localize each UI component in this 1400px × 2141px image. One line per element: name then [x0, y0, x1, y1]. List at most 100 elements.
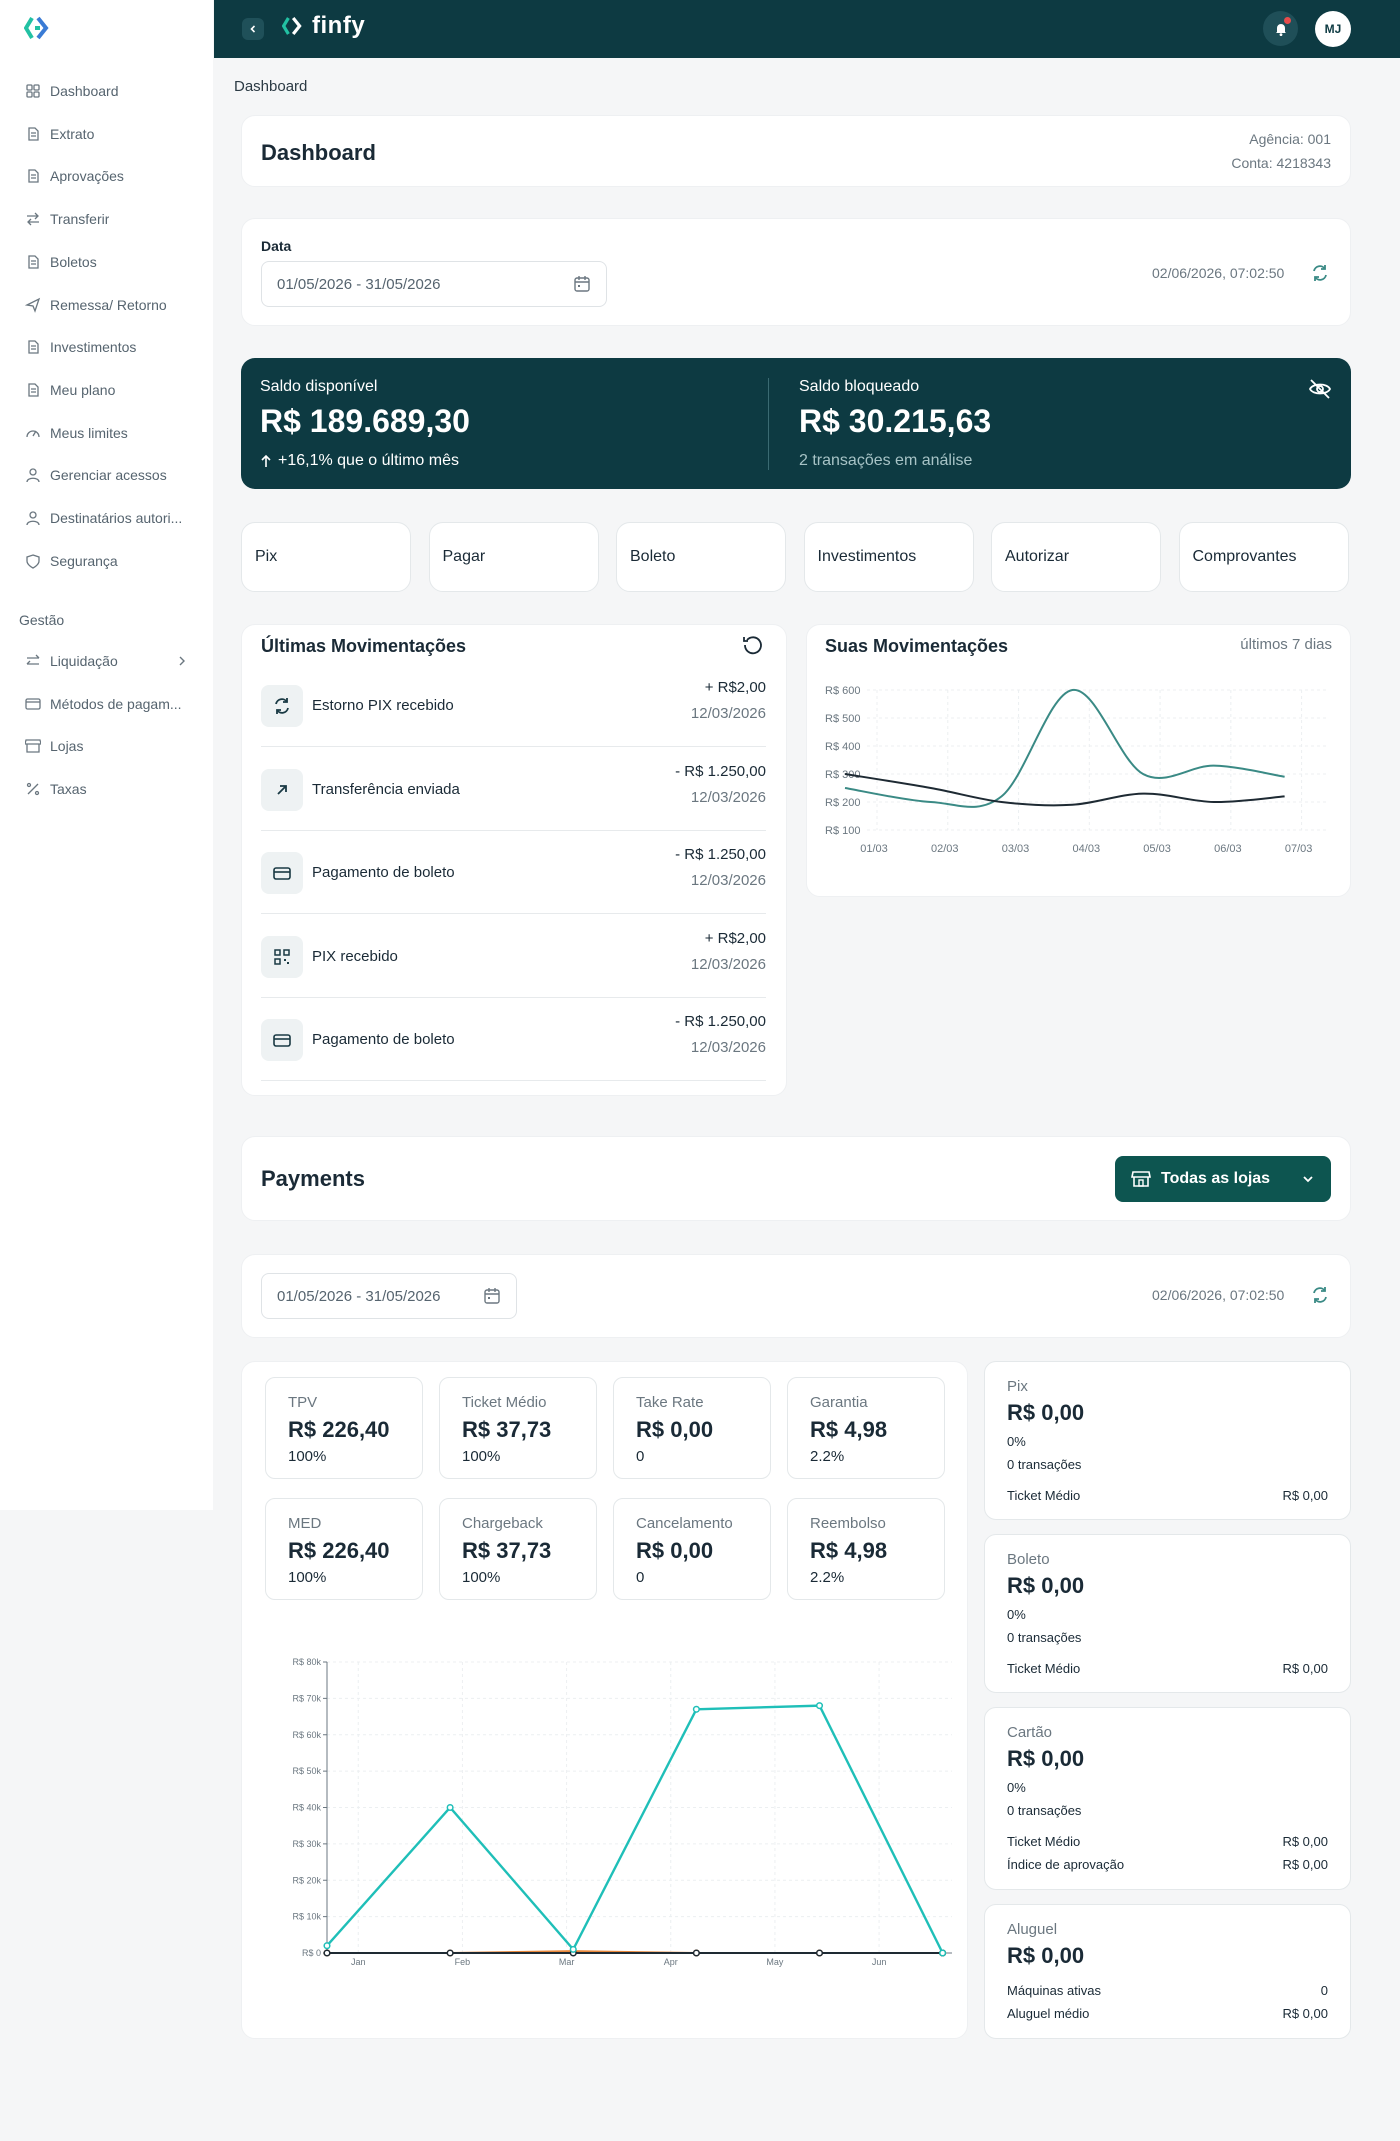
movement-row[interactable]: PIX recebido + R$2,00 12/03/2026: [261, 916, 766, 998]
x-tick-label: 01/03: [860, 843, 888, 855]
sidebar-item-boletos[interactable]: Boletos: [25, 251, 205, 273]
payments-metrics-card: TPV R$ 226,40 100% Ticket Médio R$ 37,73 100%…: [241, 1361, 968, 2039]
metric-label: Reembolso: [810, 1515, 886, 1532]
available-balance-trend-text: +16,1% que o último mês: [278, 452, 459, 469]
quick-action-boleto[interactable]: Boleto: [616, 522, 786, 592]
movement-row[interactable]: Pagamento de boleto - R$ 1.250,00 12/03/20…: [261, 999, 766, 1081]
refresh-icon[interactable]: [1310, 1285, 1330, 1305]
sidebar-item-investimentos[interactable]: Investimentos: [25, 336, 205, 358]
sidebar-item-remessa-retorno[interactable]: Remessa/ Retorno: [25, 294, 205, 316]
refresh-icon[interactable]: [1310, 263, 1330, 283]
your-movements-period: últimos 7 dias: [1240, 636, 1332, 653]
y-tick-label: R$ 200: [825, 797, 860, 809]
eye-off-icon[interactable]: [1308, 377, 1332, 401]
series-line-cartão: [326, 1704, 944, 1954]
movement-row[interactable]: Pagamento de boleto - R$ 1.250,00 12/03/20…: [261, 832, 766, 914]
quick-action-comprovantes[interactable]: Comprovantes: [1178, 522, 1349, 592]
reload-icon[interactable]: [742, 634, 764, 656]
boleto-ticket-value: R$ 0,00: [1282, 1661, 1328, 1676]
sidebar-item-lojas[interactable]: Lojas: [25, 735, 205, 757]
metric-value: R$ 0,00: [636, 1417, 714, 1442]
movement-date: 12/03/2026: [690, 788, 766, 806]
metric-sub: 100%: [462, 1569, 501, 1586]
movement-row[interactable]: Transferência enviada - R$ 1.250,00 12/03/…: [261, 749, 766, 831]
metric-label: Garantia: [810, 1394, 868, 1411]
metric-sub: 100%: [288, 1448, 327, 1465]
sidebar-item-destinatários-autori[interactable]: Destinatários autori...: [25, 507, 205, 529]
metric-value: R$ 4,98: [810, 1417, 888, 1442]
y-tick-label: R$ 400: [825, 741, 860, 753]
pix-ticket-label: Ticket Médio: [1007, 1488, 1081, 1503]
y-tick-label: R$ 50k: [292, 1766, 321, 1776]
calendar-icon: [484, 1288, 500, 1304]
sidebar-item-label: Liquidação: [50, 653, 118, 669]
x-tick-label: 03/03: [1002, 843, 1030, 855]
sidebar-item-transferir[interactable]: Transferir: [25, 208, 205, 230]
boleto-card-value: R$ 0,00: [1007, 1573, 1085, 1598]
dashboard-icon: [26, 84, 40, 98]
sidebar-item-meus-limites[interactable]: Meus limites: [25, 422, 205, 444]
sidebar-item-extrato[interactable]: Extrato: [25, 123, 205, 145]
conta-text: Conta: 4218343: [1231, 155, 1331, 171]
sidebar-item-label: Meu plano: [50, 381, 116, 398]
pix-card-tx: 0 transações: [1007, 1457, 1082, 1472]
sidebar-item-métodos-de-pagam[interactable]: Métodos de pagam...: [25, 693, 205, 715]
date-range-input[interactable]: 01/05/2026 - 31/05/2026: [261, 261, 607, 307]
breadcrumb[interactable]: Dashboard: [234, 78, 308, 95]
metric-sub: 100%: [288, 1569, 327, 1586]
sidebar-item-aprovações[interactable]: Aprovações: [25, 165, 205, 187]
collapse-sidebar-button[interactable]: [242, 18, 264, 40]
data-point: [569, 1945, 577, 1953]
your-movements-chart: R$ 100 R$ 200 R$ 300 R$ 400 R$ 500 R$ 600 01/0…: [825, 685, 1327, 855]
metric-card-garantia: Garantia R$ 4,98 2.2%: [787, 1377, 945, 1479]
sidebar-item-meu-plano[interactable]: Meu plano: [25, 379, 205, 401]
bell-icon: [1275, 23, 1286, 36]
movement-icon-box: [261, 852, 303, 894]
document-icon: [28, 169, 39, 184]
y-tick-label: R$ 60k: [292, 1730, 321, 1740]
date-filter-card: Data 01/05/2026 - 31/05/2026 02/06/2026,…: [241, 218, 1351, 326]
x-tick-label: 05/03: [1143, 843, 1171, 855]
movement-row[interactable]: Estorno PIX recebido + R$2,00 12/03/2026: [261, 665, 766, 747]
sidebar-item-gerenciar-acessos[interactable]: Gerenciar acessos: [25, 464, 205, 486]
movement-date: 12/03/2026: [690, 1039, 766, 1056]
store-select[interactable]: Todas as lojas: [1115, 1156, 1331, 1202]
quick-action-investimentos[interactable]: Investimentos: [803, 522, 974, 592]
cartao-card-pct: 0%: [1007, 1780, 1026, 1795]
x-tick-label: Jan: [351, 1957, 366, 1967]
payments-last-updated: 02/06/2026, 07:02:50: [1152, 1287, 1285, 1303]
series-line-1: [844, 773, 1285, 807]
sidebar-item-label: Boletos: [50, 253, 97, 270]
data-point: [446, 1949, 454, 1957]
sidebar-item-segurança[interactable]: Segurança: [25, 550, 205, 572]
boleto-card: Boleto R$ 0,00 0% 0 transações Ticket Mé…: [984, 1534, 1351, 1693]
movement-amount: + R$2,00: [704, 929, 766, 947]
metric-card-med: MED R$ 226,40 100%: [265, 1498, 423, 1600]
cartao-approval-value: R$ 0,00: [1282, 1857, 1328, 1872]
finfy-logo-icon[interactable]: [24, 16, 54, 40]
quick-action-pix[interactable]: Pix: [241, 522, 411, 592]
metric-sub: 2.2%: [810, 1569, 845, 1586]
notifications-button[interactable]: [1263, 11, 1298, 46]
card-icon: [273, 867, 291, 880]
cartao-card-value: R$ 0,00: [1007, 1746, 1085, 1771]
arrow-up-right-icon: [277, 784, 287, 795]
document-icon: [28, 127, 39, 141]
avatar[interactable]: MJ: [1315, 11, 1351, 47]
sidebar-item-dashboard[interactable]: Dashboard: [25, 80, 205, 102]
aluguel-card: Aluguel R$ 0,00 Máquinas ativas 0 Alugue…: [984, 1904, 1351, 2039]
y-tick-label: R$ 30k: [292, 1839, 321, 1849]
payments-date-range-input[interactable]: 01/05/2026 - 31/05/2026: [261, 1273, 517, 1319]
aluguel-machines-label: Máquinas ativas: [1007, 1983, 1101, 1998]
metric-card-ticket-m-dio: Ticket Médio R$ 37,73 100%: [439, 1377, 597, 1479]
quick-action-pagar[interactable]: Pagar: [428, 522, 599, 592]
chevron-down-icon: [1303, 1176, 1313, 1183]
sidebar-section-gestao: Gestão: [19, 612, 65, 628]
metric-value: R$ 226,40: [288, 1538, 390, 1563]
data-point: [323, 1949, 331, 1957]
sidebar-item-taxas[interactable]: Taxas: [25, 778, 205, 800]
store-select-value: Todas as lojas: [1161, 1170, 1271, 1187]
sidebar-item-label: Aprovações: [50, 168, 124, 185]
quick-action-autorizar[interactable]: Autorizar: [991, 522, 1161, 592]
sidebar-item-liquidação[interactable]: Liquidação: [25, 650, 205, 672]
